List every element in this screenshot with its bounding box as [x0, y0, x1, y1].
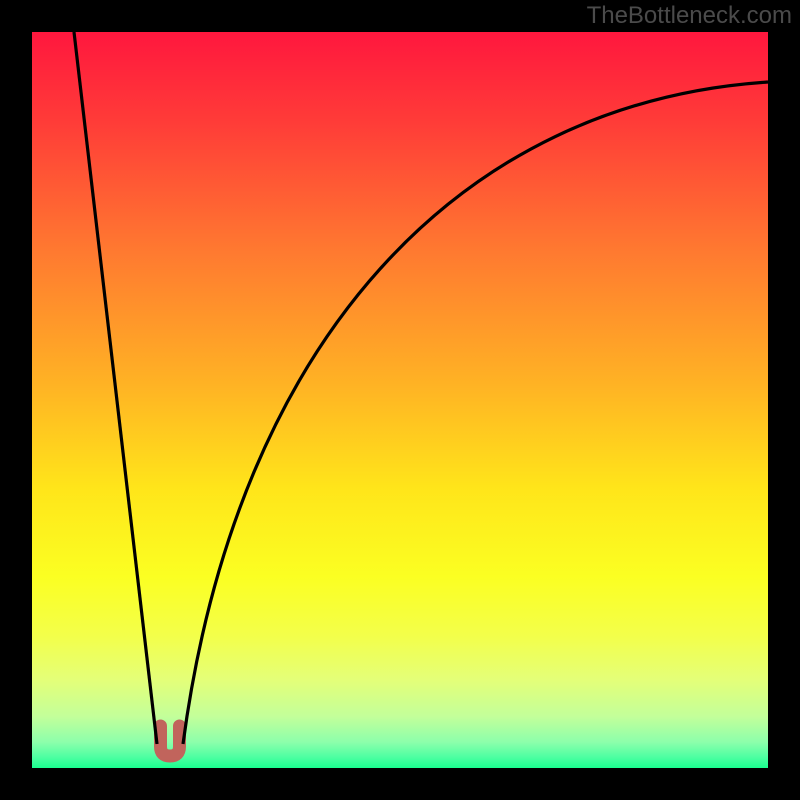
right-curve [183, 82, 768, 744]
watermark-text: TheBottleneck.com [587, 2, 792, 30]
dip-marker [161, 726, 180, 756]
plot-area [32, 32, 768, 768]
curve-layer [32, 32, 768, 768]
left-curve [74, 32, 157, 744]
figure-root: TheBottleneck.com [0, 0, 800, 800]
